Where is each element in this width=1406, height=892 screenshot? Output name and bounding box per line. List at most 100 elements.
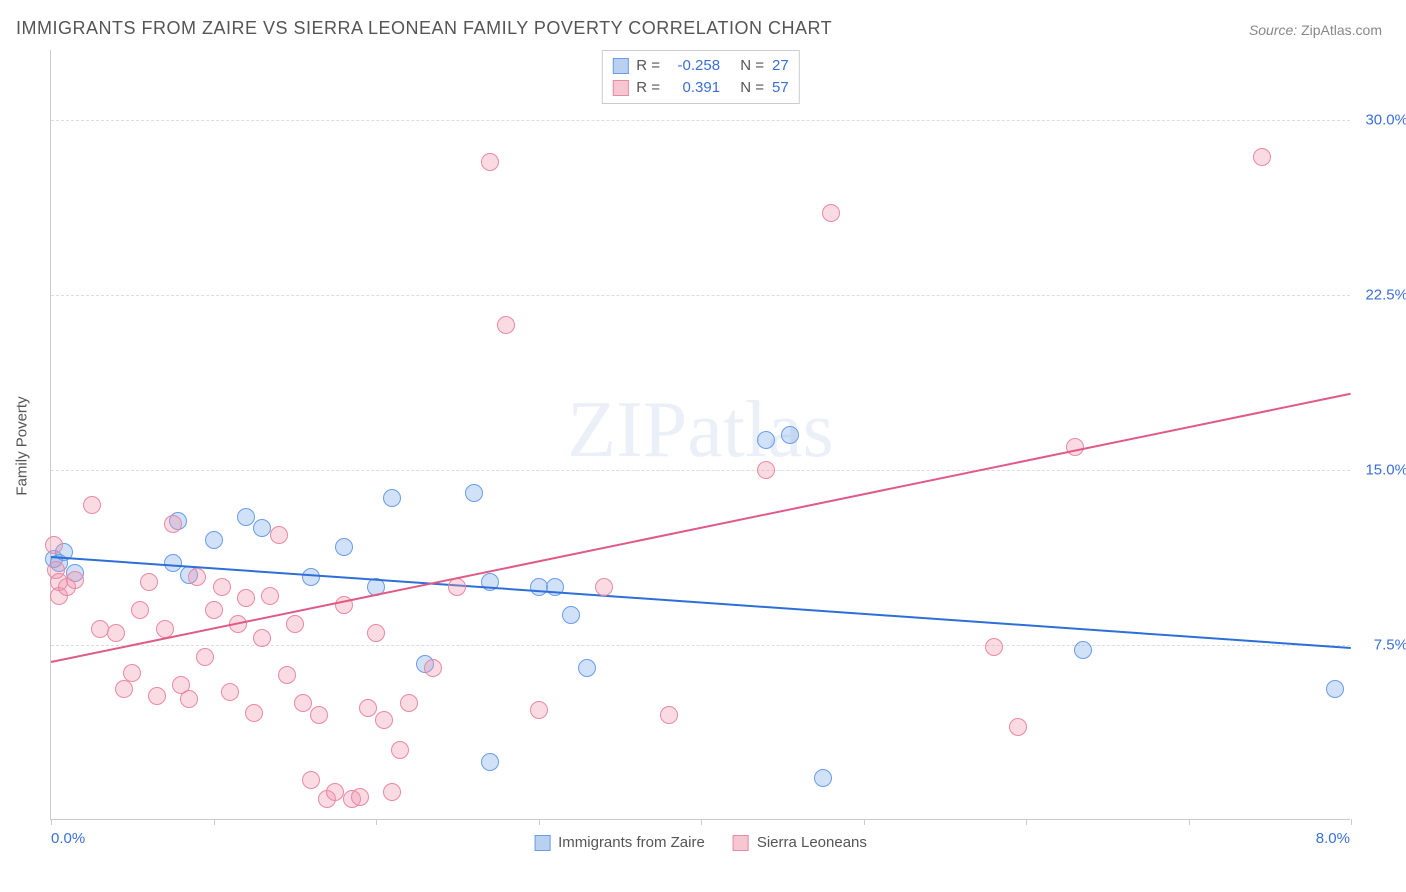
data-point: [148, 687, 166, 705]
legend-label: Sierra Leoneans: [757, 834, 867, 851]
source-label: Source:: [1249, 22, 1297, 38]
data-point: [310, 706, 328, 724]
legend-label: Immigrants from Zaire: [558, 834, 705, 851]
gridline: [51, 120, 1350, 121]
data-point: [91, 620, 109, 638]
watermark-zip: ZIP: [567, 385, 687, 473]
data-point: [562, 606, 580, 624]
data-point: [1074, 641, 1092, 659]
legend-row: R = -0.258 N = 27: [612, 55, 788, 77]
x-axis-max-label: 8.0%: [1316, 830, 1350, 847]
data-point: [383, 783, 401, 801]
source-credit: Source: ZipAtlas.com: [1249, 22, 1382, 38]
y-tick-label: 22.5%: [1353, 287, 1406, 304]
data-point: [213, 578, 231, 596]
r-label: R =: [636, 55, 660, 77]
data-point: [1009, 718, 1027, 736]
data-point: [1326, 680, 1344, 698]
data-point: [383, 489, 401, 507]
legend-row: R = 0.391 N = 57: [612, 77, 788, 99]
data-point: [375, 711, 393, 729]
data-point: [45, 536, 63, 554]
data-point: [481, 753, 499, 771]
data-point: [270, 526, 288, 544]
r-value: -0.258: [668, 55, 720, 77]
data-point: [465, 484, 483, 502]
data-point: [261, 587, 279, 605]
data-point: [302, 568, 320, 586]
data-point: [424, 659, 442, 677]
data-point: [660, 706, 678, 724]
data-point: [237, 589, 255, 607]
x-tick: [1026, 819, 1027, 825]
data-point: [822, 204, 840, 222]
watermark-atlas: atlas: [687, 385, 834, 473]
data-point: [757, 461, 775, 479]
data-point: [578, 659, 596, 677]
data-point: [221, 683, 239, 701]
data-point: [83, 496, 101, 514]
gridline: [51, 645, 1350, 646]
plot-area: ZIPatlas R = -0.258 N = 27 R = 0.391 N =…: [50, 50, 1350, 820]
n-value: 27: [772, 55, 789, 77]
data-point: [814, 769, 832, 787]
r-value: 0.391: [668, 77, 720, 99]
data-point: [164, 515, 182, 533]
y-tick-label: 30.0%: [1353, 112, 1406, 129]
x-tick: [51, 819, 52, 825]
series-legend: Immigrants from Zaire Sierra Leoneans: [534, 834, 867, 851]
data-point: [156, 620, 174, 638]
data-point: [107, 624, 125, 642]
data-point: [481, 153, 499, 171]
y-tick-label: 7.5%: [1353, 637, 1406, 654]
data-point: [196, 648, 214, 666]
legend-item: Immigrants from Zaire: [534, 834, 705, 851]
data-point: [131, 601, 149, 619]
data-point: [335, 538, 353, 556]
n-value: 57: [772, 77, 789, 99]
data-point: [180, 690, 198, 708]
gridline: [51, 470, 1350, 471]
data-point: [497, 316, 515, 334]
legend-item: Sierra Leoneans: [733, 834, 867, 851]
chart-title: IMMIGRANTS FROM ZAIRE VS SIERRA LEONEAN …: [16, 18, 832, 39]
data-point: [1253, 148, 1271, 166]
data-point: [123, 664, 141, 682]
data-point: [205, 601, 223, 619]
trend-line: [51, 393, 1351, 663]
data-point: [294, 694, 312, 712]
legend-swatch: [534, 835, 550, 851]
gridline: [51, 295, 1350, 296]
n-label: N =: [740, 77, 764, 99]
data-point: [253, 629, 271, 647]
data-point: [278, 666, 296, 684]
r-label: R =: [636, 77, 660, 99]
data-point: [359, 699, 377, 717]
chart-container: IMMIGRANTS FROM ZAIRE VS SIERRA LEONEAN …: [0, 0, 1406, 892]
y-axis-label: Family Poverty: [14, 396, 31, 495]
data-point: [302, 771, 320, 789]
data-point: [237, 508, 255, 526]
data-point: [351, 788, 369, 806]
x-tick: [214, 819, 215, 825]
x-tick: [1351, 819, 1352, 825]
correlation-legend: R = -0.258 N = 27 R = 0.391 N = 57: [601, 50, 799, 104]
data-point: [66, 571, 84, 589]
data-point: [595, 578, 613, 596]
data-point: [400, 694, 418, 712]
n-label: N =: [740, 55, 764, 77]
data-point: [985, 638, 1003, 656]
data-point: [115, 680, 133, 698]
data-point: [391, 741, 409, 759]
x-tick: [701, 819, 702, 825]
data-point: [757, 431, 775, 449]
x-tick: [864, 819, 865, 825]
legend-swatch: [733, 835, 749, 851]
x-tick: [1189, 819, 1190, 825]
data-point: [367, 624, 385, 642]
data-point: [286, 615, 304, 633]
data-point: [781, 426, 799, 444]
data-point: [245, 704, 263, 722]
data-point: [530, 701, 548, 719]
x-axis-min-label: 0.0%: [51, 830, 85, 847]
